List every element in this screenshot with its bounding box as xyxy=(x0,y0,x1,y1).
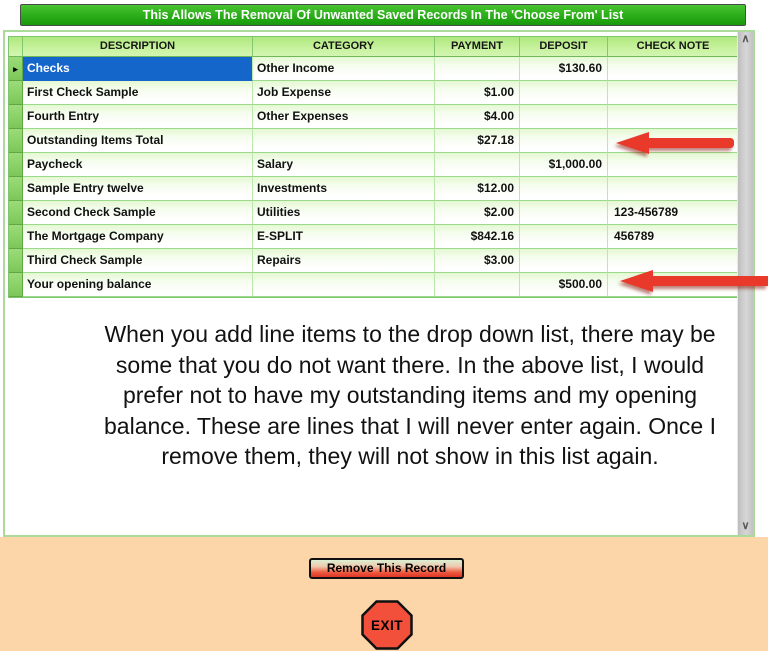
cell-category: Repairs xyxy=(253,249,435,273)
cell-description: The Mortgage Company xyxy=(23,225,253,249)
cell-deposit xyxy=(520,81,608,105)
row-selector[interactable] xyxy=(9,177,23,201)
cell-description: Outstanding Items Total xyxy=(23,129,253,153)
cell-payment: $3.00 xyxy=(435,249,520,273)
cell-description: Third Check Sample xyxy=(23,249,253,273)
cell-check_note: 123-456789 xyxy=(608,201,738,225)
cell-check_note xyxy=(608,177,738,201)
cell-payment: $2.00 xyxy=(435,201,520,225)
row-selector[interactable] xyxy=(9,81,23,105)
cell-deposit: $130.60 xyxy=(520,57,608,81)
cell-payment xyxy=(435,153,520,177)
records-panel: DESCRIPTION CATEGORY PAYMENT DEPOSIT CHECK N… xyxy=(3,30,755,537)
column-header[interactable]: DEPOSIT xyxy=(520,37,608,57)
stop-sign-octagon xyxy=(361,600,413,650)
grid-header-row: DESCRIPTION CATEGORY PAYMENT DEPOSIT CHECK N… xyxy=(9,37,738,57)
cell-category xyxy=(253,129,435,153)
table-row[interactable]: Fourth Entry Other Expenses $4.00 xyxy=(9,105,738,129)
table-row[interactable]: Paycheck Salary $1,000.00 xyxy=(9,153,738,177)
cell-deposit: $500.00 xyxy=(520,273,608,297)
table-row[interactable]: Your opening balance $500.00 xyxy=(9,273,738,297)
cell-payment: $4.00 xyxy=(435,105,520,129)
table-row[interactable]: The Mortgage Company E-SPLIT $842.16 456789 xyxy=(9,225,738,249)
cell-deposit xyxy=(520,225,608,249)
row-selector[interactable]: ▸ xyxy=(9,57,23,81)
current-row-arrow-icon: ▸ xyxy=(13,64,18,74)
row-selector[interactable] xyxy=(9,273,23,297)
grid-body: ▸ Checks Other Income $130.60 First Check Sa… xyxy=(9,57,738,297)
explanation-text: When you add line items to the drop down… xyxy=(104,321,716,469)
cell-payment: $842.16 xyxy=(435,225,520,249)
remove-record-button[interactable]: Remove This Record xyxy=(309,558,464,579)
cell-deposit xyxy=(520,105,608,129)
column-header[interactable]: CATEGORY xyxy=(253,37,435,57)
table-row[interactable]: Outstanding Items Total $27.18 xyxy=(9,129,738,153)
cell-check_note xyxy=(608,129,738,153)
exit-button-label: EXIT xyxy=(370,617,403,633)
title-bar: This Allows The Removal Of Unwanted Save… xyxy=(20,4,746,26)
cell-payment xyxy=(435,57,520,81)
row-selector[interactable] xyxy=(9,105,23,129)
row-selector[interactable] xyxy=(9,249,23,273)
records-grid: DESCRIPTION CATEGORY PAYMENT DEPOSIT CHECK N… xyxy=(8,36,739,298)
column-header[interactable]: CHECK NOTE xyxy=(608,37,738,57)
cell-category: Job Expense xyxy=(253,81,435,105)
row-selector[interactable] xyxy=(9,153,23,177)
table-row[interactable]: ▸ Checks Other Income $130.60 xyxy=(9,57,738,81)
cell-category: E-SPLIT xyxy=(253,225,435,249)
cell-deposit xyxy=(520,129,608,153)
row-selector[interactable] xyxy=(9,225,23,249)
cell-category: Other Expenses xyxy=(253,105,435,129)
table-row[interactable]: Sample Entry twelve Investments $12.00 xyxy=(9,177,738,201)
cell-description: Sample Entry twelve xyxy=(23,177,253,201)
cell-deposit xyxy=(520,201,608,225)
row-selector-header xyxy=(9,37,23,57)
cell-description: Your opening balance xyxy=(23,273,253,297)
cell-payment: $12.00 xyxy=(435,177,520,201)
cell-category: Salary xyxy=(253,153,435,177)
cell-payment: $27.18 xyxy=(435,129,520,153)
cell-check_note: 456789 xyxy=(608,225,738,249)
cell-payment xyxy=(435,273,520,297)
cell-category: Investments xyxy=(253,177,435,201)
cell-description: Paycheck xyxy=(23,153,253,177)
cell-check_note xyxy=(608,273,738,297)
table-row[interactable]: Second Check Sample Utilities $2.00 123-456… xyxy=(9,201,738,225)
cell-check_note xyxy=(608,105,738,129)
row-selector[interactable] xyxy=(9,129,23,153)
column-header[interactable]: DESCRIPTION xyxy=(23,37,253,57)
cell-description: Checks xyxy=(23,57,253,81)
vertical-scrollbar[interactable]: ∧ ∨ xyxy=(737,32,753,535)
cell-category xyxy=(253,273,435,297)
cell-payment: $1.00 xyxy=(435,81,520,105)
table-row[interactable]: First Check Sample Job Expense $1.00 xyxy=(9,81,738,105)
scroll-down-icon[interactable]: ∨ xyxy=(741,520,750,532)
cell-check_note xyxy=(608,249,738,273)
cell-deposit: $1,000.00 xyxy=(520,153,608,177)
cell-check_note xyxy=(608,81,738,105)
column-header[interactable]: PAYMENT xyxy=(435,37,520,57)
table-row[interactable]: Third Check Sample Repairs $3.00 xyxy=(9,249,738,273)
cell-deposit xyxy=(520,249,608,273)
row-selector[interactable] xyxy=(9,201,23,225)
cell-description: Fourth Entry xyxy=(23,105,253,129)
cell-check_note xyxy=(608,153,738,177)
cell-description: First Check Sample xyxy=(23,81,253,105)
cell-description: Second Check Sample xyxy=(23,201,253,225)
scroll-up-icon[interactable]: ∧ xyxy=(741,33,750,45)
cell-check_note xyxy=(608,57,738,81)
cell-category: Other Income xyxy=(253,57,435,81)
exit-button[interactable]: EXIT xyxy=(361,600,413,650)
cell-category: Utilities xyxy=(253,201,435,225)
cell-deposit xyxy=(520,177,608,201)
